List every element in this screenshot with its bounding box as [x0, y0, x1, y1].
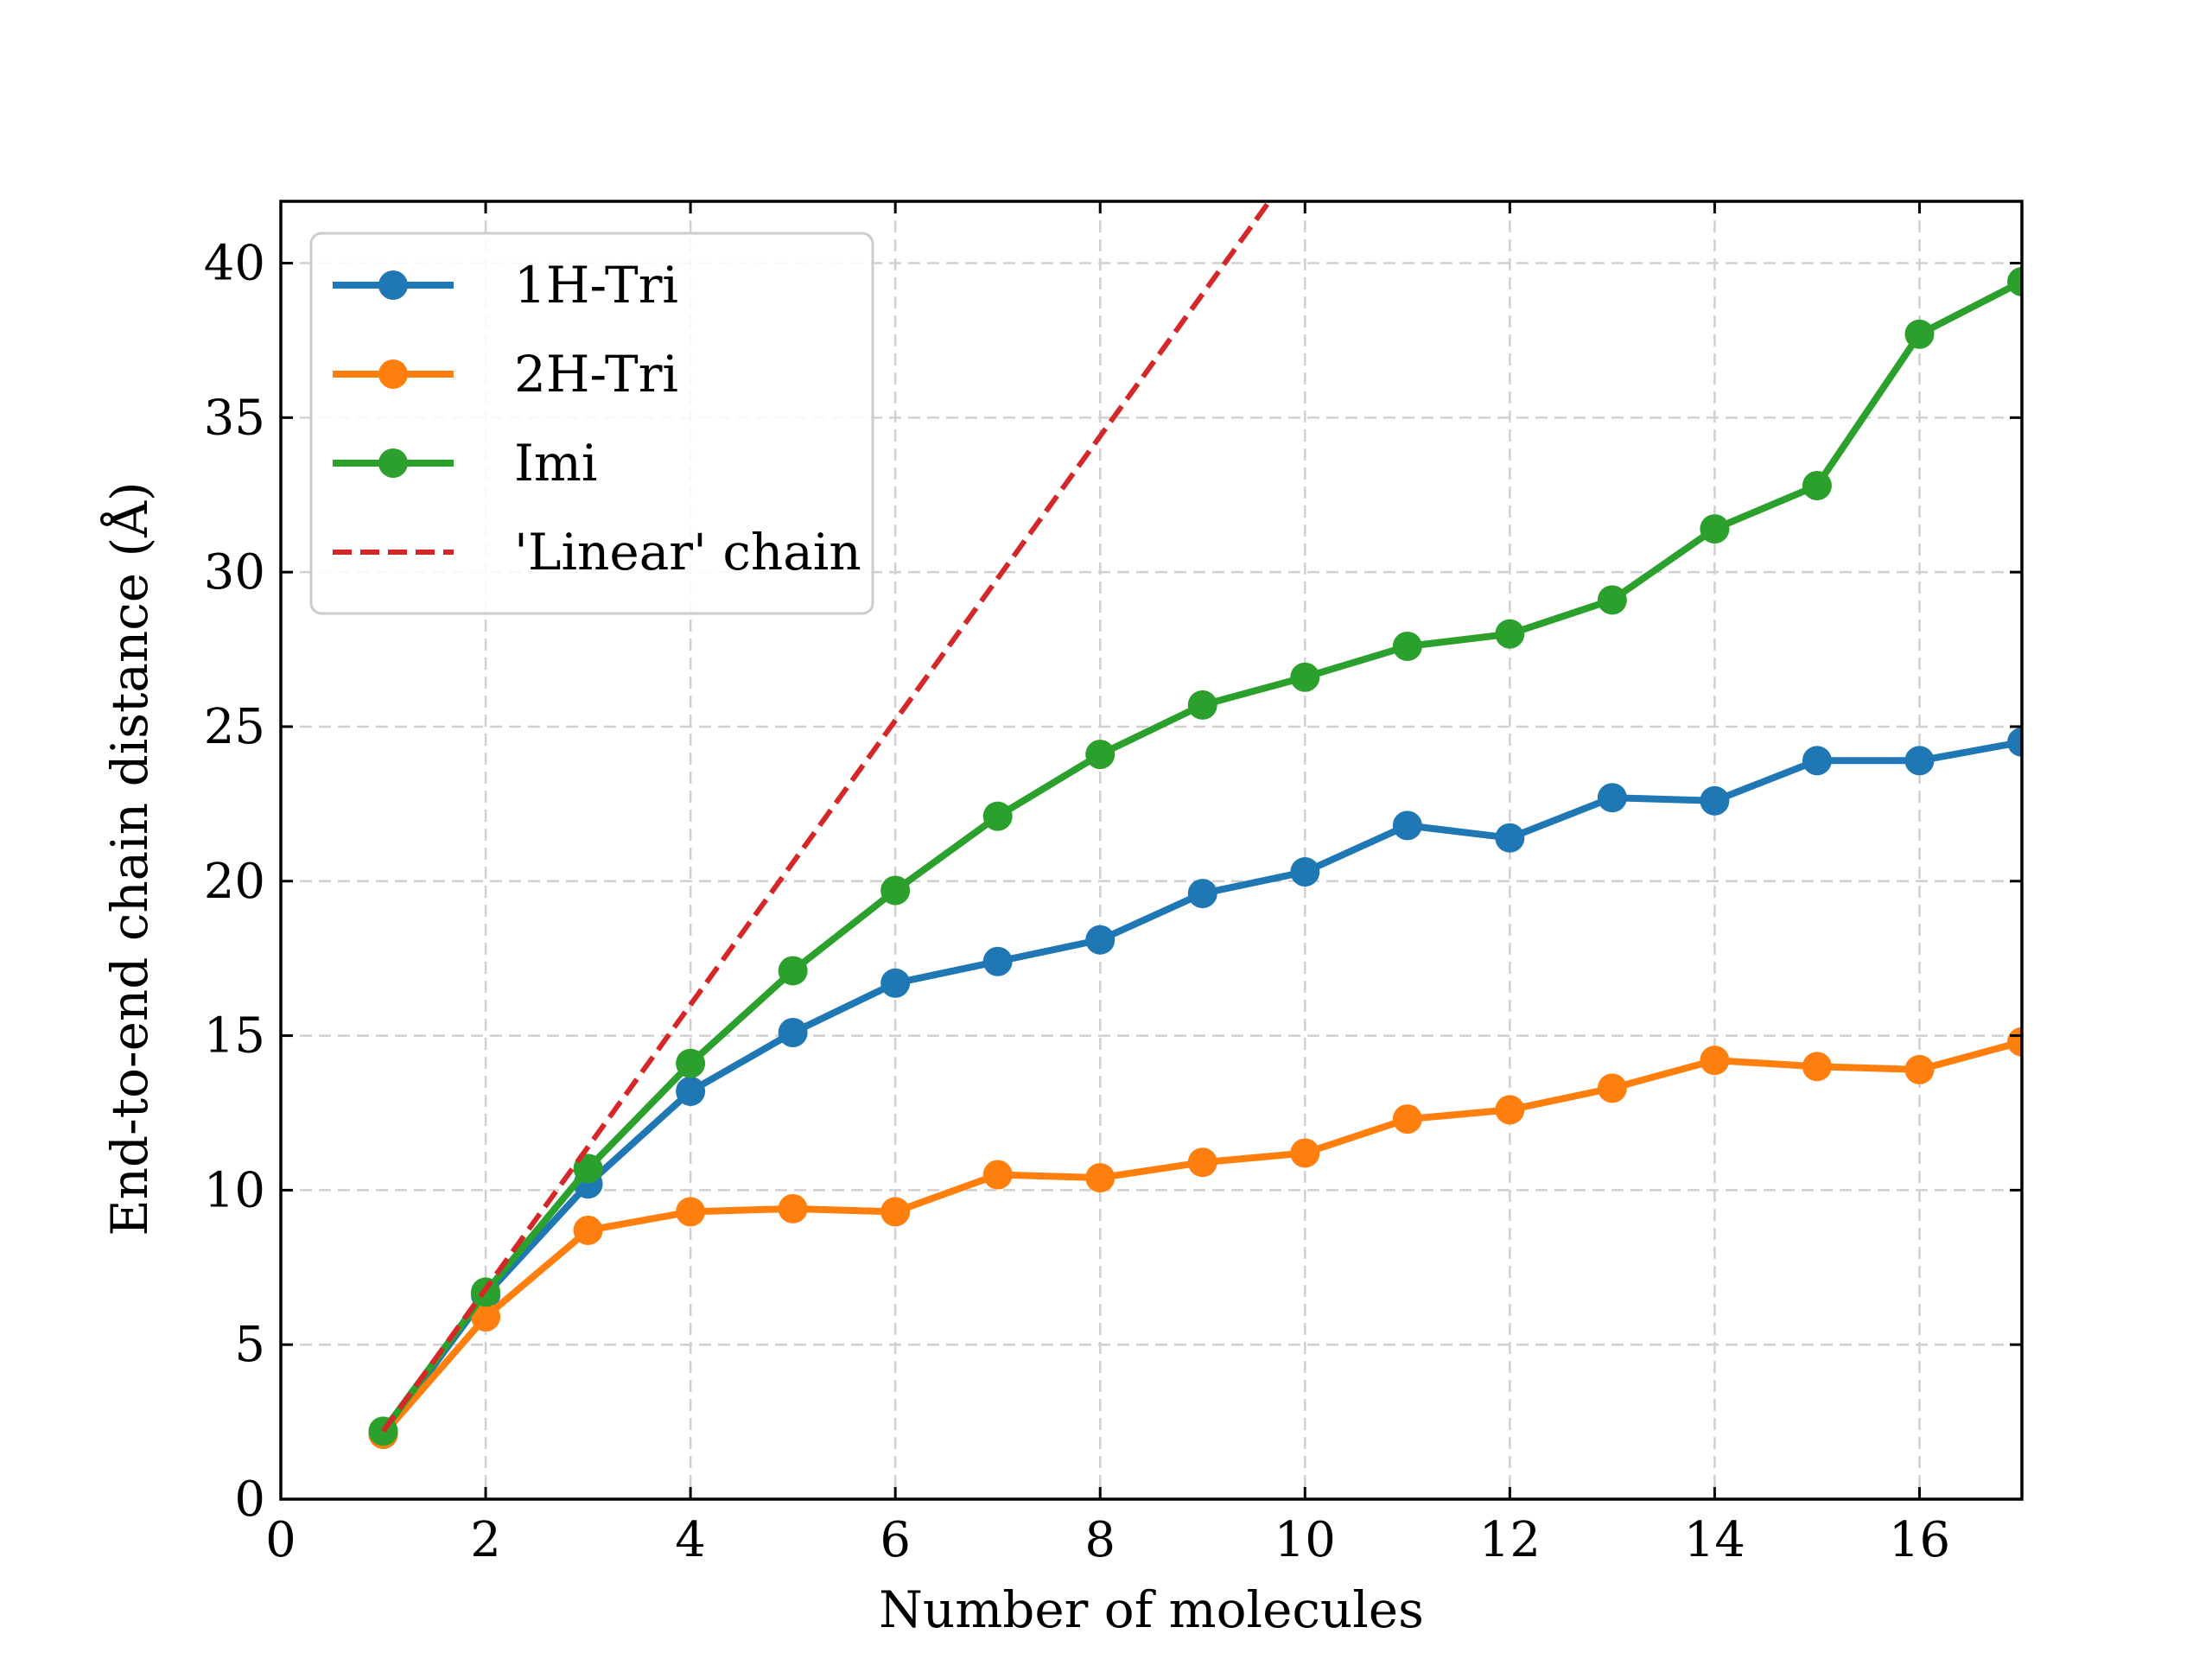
legend-entry: 1H-Tri — [333, 256, 678, 315]
data-point — [1392, 631, 1422, 661]
x-axis-label: Number of molecules — [879, 1580, 1424, 1639]
data-point — [880, 875, 911, 906]
legend-label: 2H-Tri — [514, 345, 678, 404]
y-tick-label: 0 — [234, 1471, 265, 1528]
data-point — [2007, 266, 2022, 296]
data-point — [676, 1048, 706, 1078]
data-point — [1597, 1073, 1627, 1103]
data-point — [982, 801, 1013, 831]
y-tick-label: 25 — [204, 699, 265, 755]
data-point — [1085, 740, 1116, 770]
legend-marker — [378, 359, 408, 389]
x-tick-label: 4 — [675, 1512, 706, 1568]
data-point — [1904, 319, 1935, 349]
data-point — [1904, 1054, 1935, 1084]
data-point — [778, 1193, 808, 1224]
data-point — [1802, 1052, 1832, 1082]
data-point — [1904, 746, 1935, 776]
x-tick-label: 10 — [1274, 1512, 1336, 1568]
y-tick-label: 30 — [204, 544, 265, 601]
x-tick-label: 6 — [880, 1512, 911, 1568]
data-point — [1392, 1104, 1422, 1135]
y-tick-label: 5 — [234, 1317, 265, 1373]
series-0 — [368, 727, 2022, 1449]
data-point — [1700, 785, 1730, 816]
data-point — [1700, 514, 1730, 544]
plot-frame — [279, 200, 2024, 1501]
data-point — [471, 1302, 501, 1332]
data-point — [778, 1017, 808, 1047]
x-tick-label: 8 — [1084, 1512, 1116, 1568]
y-tick-label: 20 — [204, 854, 265, 910]
legend-entry: Imi — [333, 434, 597, 493]
data-point — [1187, 690, 1217, 720]
data-point — [1597, 585, 1627, 615]
series-2 — [368, 266, 2022, 1446]
data-point — [1495, 619, 1525, 649]
series-line — [379, 1038, 2022, 1438]
data-point — [676, 1197, 706, 1227]
legend-entry: 2H-Tri — [333, 345, 678, 404]
data-point — [2007, 727, 2022, 757]
data-point — [1085, 1163, 1116, 1193]
series-line — [381, 201, 1273, 1433]
data-point — [1495, 823, 1525, 853]
x-axis: 0 2 4 6 8 10 12 14 16 — [265, 201, 1950, 1568]
data-point — [1290, 1138, 1320, 1168]
legend-label: 1H-Tri — [514, 256, 678, 315]
data-point — [676, 1076, 706, 1106]
data-point — [1290, 662, 1320, 692]
x-tick-label: 0 — [265, 1512, 296, 1568]
data-point — [982, 1160, 1013, 1190]
data-point — [880, 1197, 911, 1227]
data-point — [880, 968, 911, 998]
data-point — [1802, 471, 1832, 501]
data-point — [1290, 857, 1320, 887]
y-axis: 0 5 10 15 20 25 30 35 40 — [204, 236, 2022, 1528]
plot-area — [368, 201, 2022, 1449]
legend-entry: 'Linear' chain — [333, 523, 861, 582]
data-point — [1187, 879, 1217, 909]
x-tick-label: 12 — [1479, 1512, 1541, 1568]
data-point — [982, 946, 1013, 976]
legend-label: 'Linear' chain — [514, 523, 861, 582]
legend-box — [309, 232, 874, 615]
legend-marker — [378, 270, 408, 300]
data-point — [1700, 1046, 1730, 1076]
data-point — [1495, 1095, 1525, 1125]
y-tick-label: 10 — [204, 1162, 265, 1218]
data-point — [1597, 783, 1627, 813]
x-tick-label: 2 — [470, 1512, 501, 1568]
y-axis-label: End-to-end chain distance (Å) — [100, 481, 159, 1236]
data-point — [778, 956, 808, 986]
data-point — [1085, 925, 1116, 955]
legend-label: Imi — [514, 434, 597, 493]
legend: 1H-Tri 2H-Tri Imi 'Linear' chain — [309, 232, 874, 615]
legend-marker — [378, 448, 408, 478]
data-point — [573, 1215, 603, 1245]
y-tick-label: 15 — [204, 1008, 265, 1065]
data-point — [1802, 746, 1832, 776]
data-point — [1187, 1147, 1217, 1178]
series-1 — [368, 1027, 2022, 1449]
data-point — [1392, 810, 1422, 841]
x-tick-label: 14 — [1684, 1512, 1745, 1568]
y-tick-label: 35 — [204, 390, 265, 446]
y-tick-label: 40 — [204, 236, 265, 292]
x-tick-label: 16 — [1889, 1512, 1950, 1568]
series-3 — [381, 201, 1273, 1433]
